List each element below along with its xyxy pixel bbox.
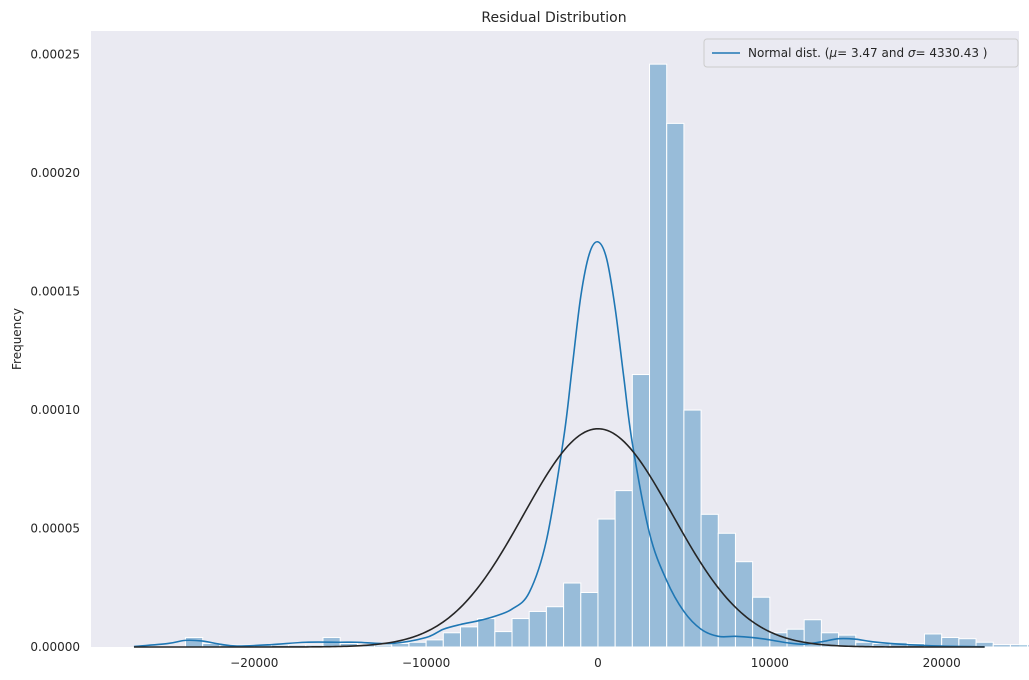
histogram-bar bbox=[631, 374, 651, 648]
y-tick-label: 0.00000 bbox=[30, 640, 80, 654]
chart-title: Residual Distribution bbox=[481, 10, 626, 26]
kde-line bbox=[133, 240, 985, 648]
histogram-bar bbox=[442, 632, 461, 648]
histogram-bar bbox=[563, 582, 582, 648]
histogram-bar bbox=[1027, 644, 1029, 648]
y-tick-label: 0.00020 bbox=[30, 166, 80, 180]
x-tick-label: 10000 bbox=[751, 656, 789, 670]
legend-label: Normal dist. (μ= 3.47 and σ= 4330.43 ) bbox=[748, 46, 988, 60]
histogram-bar bbox=[545, 606, 565, 648]
histogram-bar bbox=[734, 561, 754, 648]
legend: Normal dist. (μ= 3.47 and σ= 4330.43 ) bbox=[703, 38, 1019, 68]
histogram-bar bbox=[683, 409, 702, 648]
y-tick-label: 0.00015 bbox=[30, 285, 80, 299]
histogram-bar bbox=[1009, 644, 1029, 648]
legend-mu-symbol: μ bbox=[828, 46, 837, 60]
legend-sigma-value: = 4330.43 ) bbox=[916, 46, 988, 60]
legend-box bbox=[703, 38, 1019, 68]
histogram-bar bbox=[580, 592, 599, 648]
histogram-bar bbox=[838, 634, 857, 648]
y-tick-label: 0.00025 bbox=[30, 48, 80, 62]
histogram-bar bbox=[700, 513, 719, 648]
histogram-bars bbox=[185, 63, 1029, 648]
histogram-bar bbox=[185, 637, 204, 648]
x-tick-label: 20000 bbox=[923, 656, 961, 670]
plot-area bbox=[91, 31, 1019, 647]
histogram-bar bbox=[459, 626, 479, 648]
histogram-bar bbox=[666, 122, 685, 648]
y-tick-label: 0.00010 bbox=[30, 403, 80, 417]
histogram-bar bbox=[477, 618, 496, 648]
normal-fit-line bbox=[133, 427, 985, 648]
x-tick-label: −10000 bbox=[402, 656, 450, 670]
histogram-bar bbox=[494, 631, 513, 648]
histogram-bar bbox=[425, 639, 444, 648]
histogram-bar bbox=[597, 518, 616, 648]
legend-prefix: Normal dist. ( bbox=[748, 46, 829, 60]
histogram-bar bbox=[408, 641, 427, 648]
histogram-bar bbox=[528, 610, 547, 648]
y-axis-ticks: 0.00000 0.00005 0.00010 0.00015 0.00020 0.000… bbox=[30, 48, 80, 654]
histogram-bar bbox=[992, 644, 1011, 648]
histogram-bar bbox=[374, 644, 393, 648]
histogram-bar bbox=[614, 490, 633, 648]
x-tick-label: −20000 bbox=[230, 656, 278, 670]
y-tick-label: 0.00005 bbox=[30, 522, 80, 536]
x-tick-label: 0 bbox=[594, 656, 602, 670]
y-axis-label: Frequency bbox=[10, 308, 24, 370]
x-axis-ticks: −20000 −10000 0 10000 20000 bbox=[230, 656, 961, 670]
histogram-bar bbox=[511, 618, 530, 648]
legend-sigma-symbol: σ bbox=[908, 46, 916, 60]
legend-mu-value: = 3.47 and bbox=[837, 46, 908, 60]
